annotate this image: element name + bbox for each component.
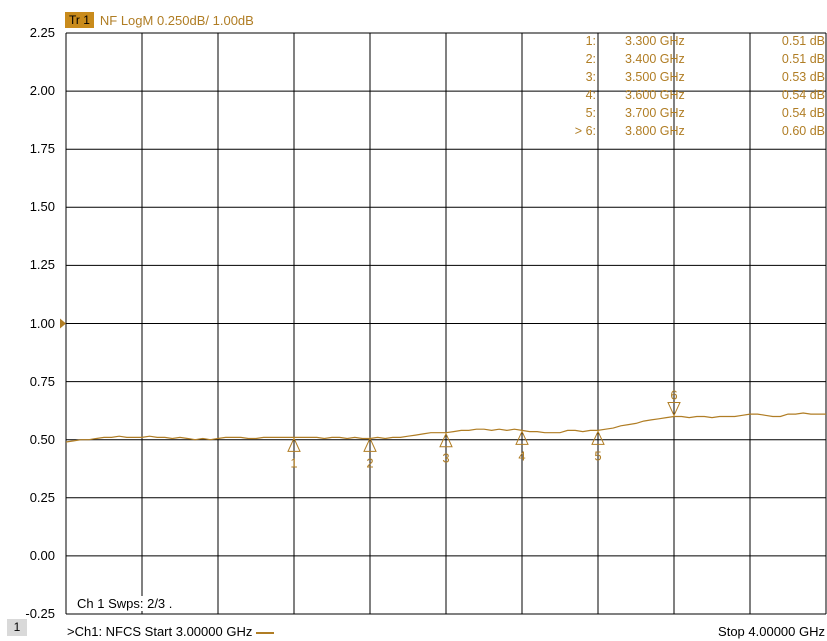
trace-color-swatch	[256, 631, 275, 634]
marker-value: 0.54 dB	[781, 88, 825, 102]
y-tick-label: 1.00	[29, 315, 55, 331]
marker-table-row: 3: 3.500 GHz 0.53 dB	[540, 70, 827, 88]
marker-triangle	[287, 437, 301, 452]
y-tick-label: 2.25	[29, 25, 55, 40]
y-tick-label: 0.00	[29, 547, 55, 563]
y-tick-label: 0.50	[29, 431, 55, 447]
plot-area[interactable]: 1 2 3 4 5 6	[0, 0, 827, 619]
marker-triangle	[515, 430, 529, 445]
marker-triangle	[667, 401, 681, 417]
y-tick-label: 1.50	[29, 199, 55, 215]
marker-6[interactable]: 6	[667, 387, 681, 417]
channel-badge[interactable]: 1	[7, 619, 27, 636]
marker-table-row: > 6: 3.800 GHz 0.60 dB	[540, 124, 827, 142]
y-tick-label: 0.25	[29, 489, 55, 505]
marker-triangle	[591, 430, 605, 445]
marker-index: > 6:	[574, 124, 596, 138]
y-tick-label: 1.25	[29, 257, 55, 273]
markers: 1 2 3 4 5 6	[287, 387, 681, 470]
marker-triangle	[363, 437, 377, 452]
marker-table-row: 1: 3.300 GHz 0.51 dB	[540, 34, 827, 52]
y-tick-label: -0.25	[25, 606, 55, 621]
marker-table-row: 5: 3.700 GHz 0.54 dB	[540, 106, 827, 124]
marker-table-row: 2: 3.400 GHz 0.51 dB	[540, 52, 827, 70]
trace-badge[interactable]: Tr 1	[65, 12, 94, 28]
marker-label: 6	[670, 387, 677, 402]
marker-value: 0.54 dB	[781, 106, 825, 120]
marker-value: 0.60 dB	[781, 124, 825, 138]
reference-level-arrow	[60, 318, 66, 329]
marker-value: 0.51 dB	[781, 34, 825, 48]
marker-value: 0.53 dB	[781, 70, 825, 84]
start-frequency: >Ch1: NFCS Start 3.00000 GHz	[67, 624, 275, 639]
marker-4[interactable]: 4	[515, 430, 529, 463]
marker-index: 4:	[585, 88, 596, 102]
y-tick-label: 0.75	[29, 373, 55, 389]
marker-table-row: 4: 3.600 GHz 0.54 dB	[540, 88, 827, 106]
marker-table: 1: 3.300 GHz 0.51 dB 2: 3.400 GHz 0.51 dB 3: 3.…	[540, 34, 827, 142]
marker-triangle	[439, 432, 453, 448]
marker-5[interactable]: 5	[591, 430, 605, 463]
marker-index: 2:	[585, 52, 596, 66]
marker-index: 1:	[585, 34, 596, 48]
marker-value: 0.51 dB	[781, 52, 825, 66]
grid	[65, 32, 827, 615]
marker-2[interactable]: 2	[363, 437, 377, 470]
marker-frequency: 3.700 GHz	[625, 106, 685, 120]
marker-label: 4	[518, 448, 525, 463]
marker-frequency: 3.600 GHz	[625, 88, 685, 102]
y-tick-label: 2.00	[29, 83, 55, 99]
marker-index: 5:	[585, 106, 596, 120]
trace-format-label: NF LogM 0.250dB/ 1.00dB	[99, 12, 254, 28]
y-tick-label: 1.75	[29, 141, 55, 157]
marker-label: 3	[442, 451, 449, 466]
marker-label: 5	[594, 448, 601, 463]
marker-1[interactable]: 1	[287, 437, 301, 470]
marker-3[interactable]: 3	[439, 432, 453, 466]
start-frequency-label: >Ch1: NFCS Start 3.00000 GHz	[67, 624, 253, 639]
marker-label: 2	[366, 455, 373, 470]
trace-header[interactable]: Tr 1 NF LogM 0.250dB/ 1.00dB	[65, 11, 254, 29]
status-footer: 1 >Ch1: NFCS Start 3.00000 GHz Stop 4.00…	[0, 619, 827, 641]
marker-frequency: 3.400 GHz	[625, 52, 685, 66]
marker-frequency: 3.500 GHz	[625, 70, 685, 84]
marker-frequency: 3.800 GHz	[625, 124, 685, 138]
marker-label: 1	[290, 455, 297, 470]
marker-frequency: 3.300 GHz	[625, 34, 685, 48]
marker-index: 3:	[585, 70, 596, 84]
stop-frequency: Stop 4.00000 GHz	[718, 624, 825, 639]
sweep-info: Ch 1 Swps: 2/3 .	[75, 596, 175, 611]
